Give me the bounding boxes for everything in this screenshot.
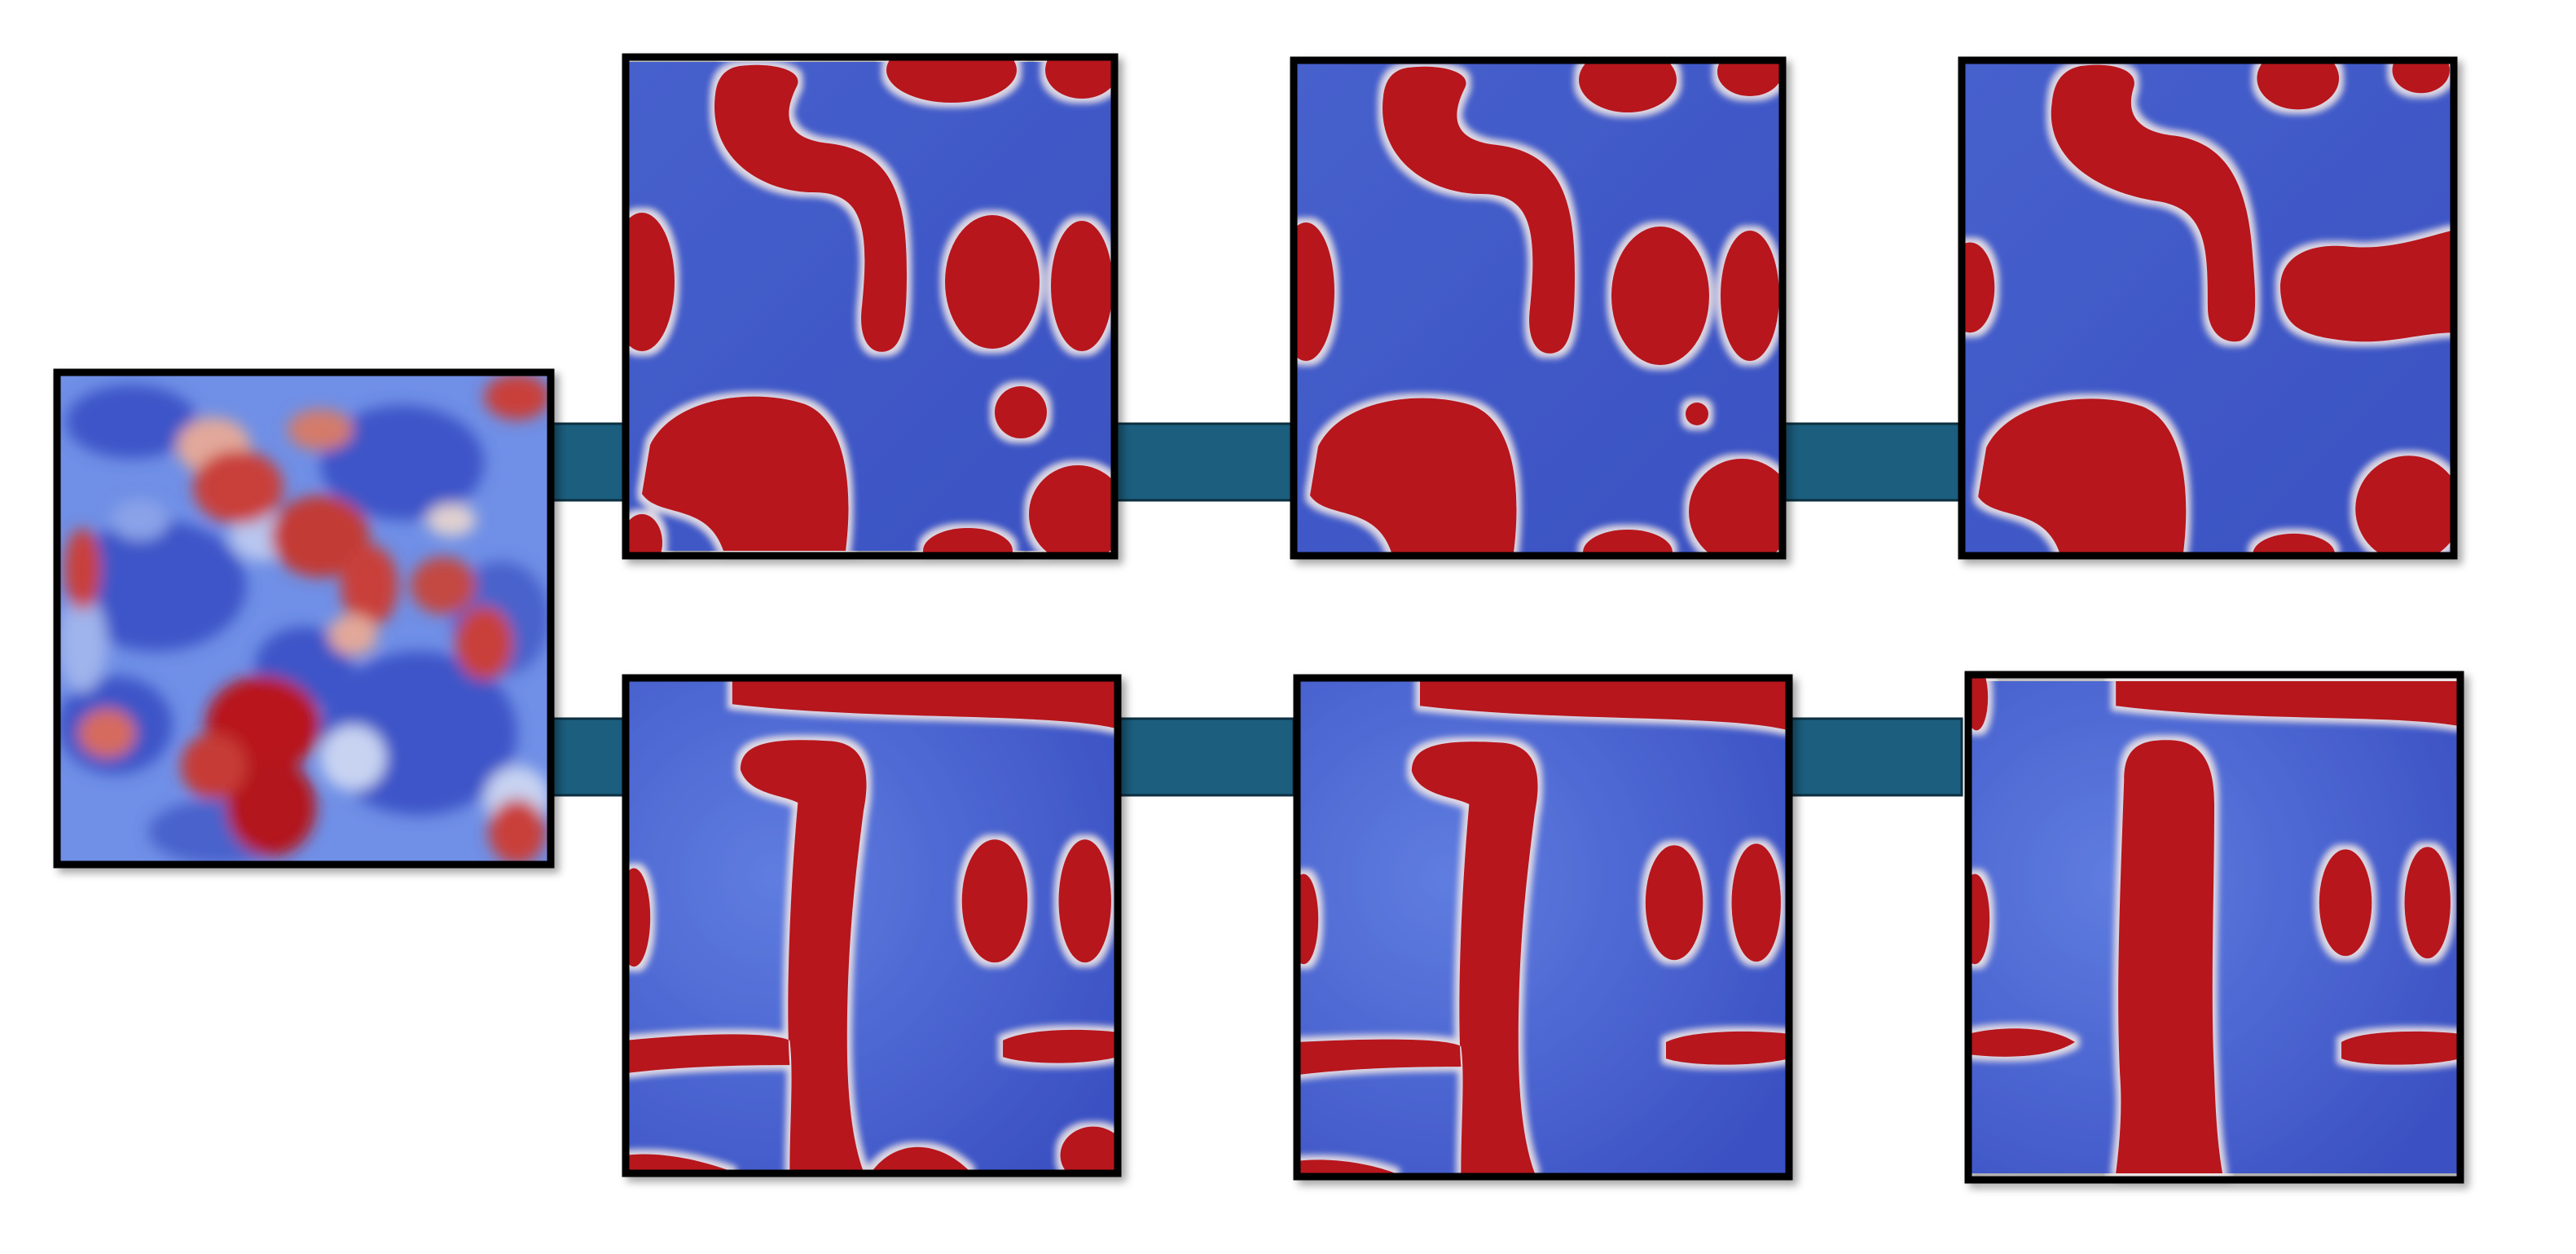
connector-top-2: [1113, 422, 1295, 502]
top-panel-2: [1290, 56, 1787, 560]
connector-bottom-3: [1781, 717, 1963, 797]
connector-top-1: [549, 422, 627, 502]
connector-bottom-1: [549, 717, 627, 797]
bottom-row: [622, 671, 2464, 1184]
connectors: [549, 422, 1963, 797]
top-row: [622, 53, 2458, 560]
bottom-panel-2: [1293, 674, 1793, 1181]
connector-top-3: [1781, 422, 1963, 502]
top-panel-3: [1958, 56, 2458, 560]
top-panel-1: [622, 53, 1119, 560]
initial-noise-field: [53, 368, 555, 869]
connector-bottom-2: [1113, 717, 1295, 797]
bottom-panel-1: [622, 674, 1122, 1177]
bottom-panel-3: [1964, 671, 2464, 1184]
